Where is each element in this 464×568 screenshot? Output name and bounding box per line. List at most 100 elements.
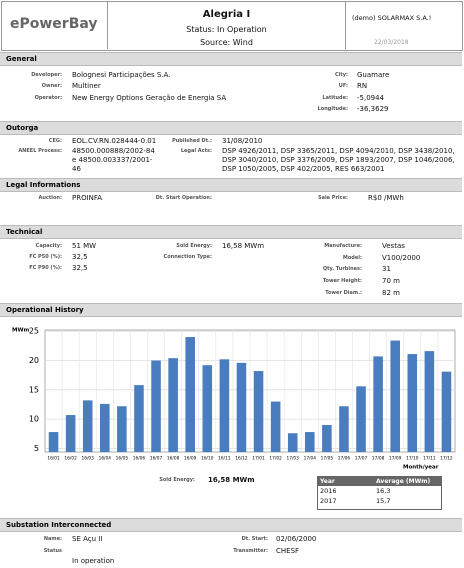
field-label: Qty. Turbines: (322, 266, 362, 272)
y-tick-label: 25 (29, 327, 39, 336)
field-value: -5,0944 (357, 94, 385, 102)
bar (151, 360, 161, 452)
section-header: Substation Interconnected (0, 518, 462, 532)
field-label: Connection Type: (163, 254, 212, 260)
x-tick-label: 17/04 (304, 456, 317, 462)
field-value: R$0 /MWh (368, 194, 404, 202)
field-label: City: (334, 72, 348, 78)
field-label: Auction: (38, 195, 63, 201)
field-value: Multiner (72, 82, 101, 90)
bar (407, 354, 418, 452)
section-title: Technical (6, 228, 43, 236)
field-label: Transmitter: (233, 548, 268, 554)
field-value: In operation (72, 557, 115, 565)
bar (305, 432, 315, 452)
x-tick-label: 16/05 (116, 456, 129, 462)
field-value: New Energy Options Geração de Energia SA (72, 94, 227, 102)
bar (356, 386, 366, 452)
table-cell: 2016 (320, 487, 337, 495)
y-tick-label: 20 (29, 356, 39, 365)
field-label: Status (43, 548, 62, 554)
status: Status: In Operation (186, 25, 267, 34)
field-value: 02/06/2000 (276, 535, 317, 543)
field-value: EOL.CV.RN.028444-0.01 (72, 137, 157, 145)
x-axis-label: Month/year (403, 465, 439, 471)
bar (82, 400, 93, 452)
x-tick-label: 16/04 (99, 456, 112, 462)
field-value: PROINFA (72, 194, 103, 202)
sold-energy: 16,58 MWm (208, 476, 255, 484)
field-label: Dt. Start Operation: (155, 195, 212, 201)
company: (demo) SOLARMAX S.A.! (352, 14, 432, 22)
field-value: 51 MW (72, 242, 97, 250)
bar (168, 358, 178, 452)
bar (48, 432, 59, 452)
bar (322, 425, 332, 452)
x-tick-label: 17/12 (440, 456, 453, 462)
field-label: Sale Price: (317, 195, 348, 201)
x-tick-label: 17/09 (389, 456, 402, 462)
field-label: Sold Energy: (176, 243, 212, 249)
x-tick-label: 16/11 (218, 456, 231, 462)
field-label: FC P90 (%): (29, 265, 62, 271)
section-title: Operational History (6, 306, 84, 314)
field-value: 32,5 (72, 264, 88, 272)
section-title: General (6, 55, 37, 63)
bar (185, 337, 195, 452)
field-label: Model: (342, 255, 362, 261)
y-tick-label: 5 (34, 444, 39, 453)
field-label: Developer: (31, 72, 62, 78)
field-value: 70 m (382, 277, 400, 285)
bar (202, 365, 213, 452)
table-cell: 16,3 (376, 487, 391, 495)
sold-energy-label: Sold Energy: (159, 477, 195, 483)
bar (134, 385, 144, 452)
table-header-cell: Year (320, 478, 335, 485)
bar (117, 406, 127, 452)
field-value: CHESF (276, 547, 300, 555)
field-label: FC P50 (%): (29, 254, 62, 260)
field-value: 31/08/2010 (222, 137, 263, 145)
x-tick-label: 17/05 (321, 456, 334, 462)
section-header: General (0, 52, 462, 66)
x-tick-label: 16/08 (167, 456, 180, 462)
field-value: 32,5 (72, 253, 88, 261)
logo: ePowerBay (10, 16, 98, 32)
field-value: 31 (382, 265, 391, 273)
bar (339, 406, 349, 452)
average-table (317, 476, 442, 510)
x-tick-label: 17/11 (423, 456, 436, 462)
title: Alegria I (202, 9, 251, 20)
field-label: Owner: (41, 83, 62, 89)
x-tick-label: 16/06 (133, 456, 146, 462)
x-tick-label: 17/01 (252, 456, 265, 462)
section-title: Outorga (6, 124, 39, 132)
field-value: SE Açu II (72, 535, 103, 543)
date: 22/03/2018 (374, 39, 409, 46)
bar (219, 359, 230, 452)
field-label: Tower Diam.: (325, 290, 362, 296)
x-tick-label: 17/10 (406, 456, 419, 462)
bar (287, 433, 298, 452)
y-axis-label: MWm (12, 328, 30, 334)
bar (373, 356, 383, 452)
x-tick-label: 16/02 (64, 456, 77, 462)
field-label: UF: (338, 83, 348, 89)
field-value: RN (357, 82, 368, 90)
company-box (345, 1, 346, 49)
field-value: Vestas (382, 242, 405, 250)
field-label: Longitude: (317, 106, 348, 112)
bar (424, 351, 435, 452)
field-value: 16,58 MWm (222, 242, 265, 250)
section-title: Legal Informations (6, 181, 81, 189)
field-label: Published Dt.: (172, 138, 212, 144)
field-value: 82 m (382, 289, 400, 297)
bar (65, 415, 76, 452)
field-value: DSP 4926/2011, DSP 3365/2011, DSP 4094/2… (222, 147, 455, 173)
bar (390, 340, 400, 452)
field-label: Capacity: (35, 243, 62, 249)
bar (236, 362, 247, 452)
bar (441, 371, 452, 452)
